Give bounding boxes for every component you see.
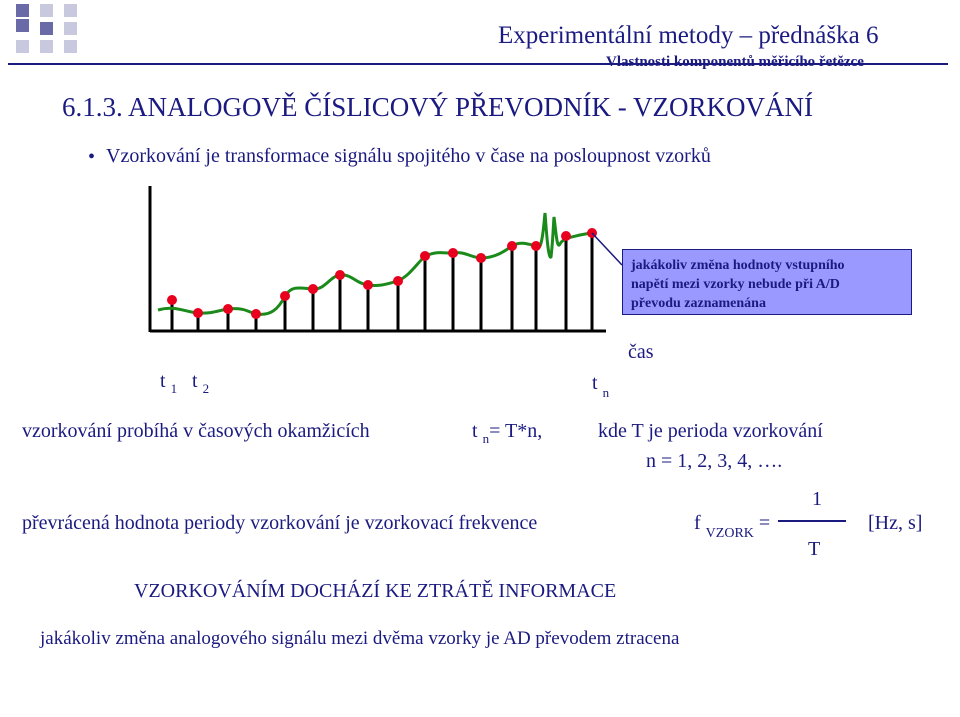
diagram-axes	[148, 186, 606, 333]
final-note: jakákoliv změna analogového signálu mezi…	[40, 628, 680, 649]
sample-point	[193, 308, 203, 318]
lecture-subtitle: Vlastnosti komponentů měřicího řetězce	[606, 54, 864, 70]
sample-points	[167, 228, 597, 319]
label-t1: t 1	[160, 370, 178, 396]
lecture-title: Experimentální metody – přednáška 6	[498, 22, 879, 49]
sample-point	[561, 231, 571, 241]
sampling-formula: t n= T*n,	[472, 420, 543, 446]
fraction-bar	[778, 520, 846, 522]
sample-point	[448, 248, 458, 258]
sample-point	[476, 253, 486, 263]
f-symbol: f	[694, 512, 701, 534]
fraction-denominator: T	[808, 538, 821, 560]
sampling-text: vzorkování probíhá v časových okamžicích	[22, 420, 370, 442]
sample-point	[223, 304, 233, 314]
formula-t: t	[472, 420, 478, 442]
label-t2: t 2	[192, 370, 210, 396]
sample-point	[531, 241, 541, 251]
label-tn: t n	[592, 372, 609, 400]
f-vzork: f VZORK =	[694, 512, 771, 541]
warning-text: VZORKOVÁNÍM DOCHÁZÍ KE ZTRÁTĚ INFORMACE	[134, 580, 617, 602]
equals-sign: =	[758, 512, 771, 534]
section-title: 6.1.3. ANALOGOVĚ ČÍSLICOVÝ PŘEVODNÍK - V…	[62, 92, 813, 122]
frequency-text: převrácená hodnota periody vzorkování je…	[22, 512, 538, 534]
note-box: jakákoliv změna hodnoty vstupního napětí…	[622, 249, 912, 315]
header-rule-right	[478, 63, 948, 65]
note-pointer	[591, 232, 623, 266]
formula-rest: = T*n,	[489, 420, 543, 442]
sample-point	[507, 241, 517, 251]
sample-point	[251, 309, 261, 319]
tn-sub: n	[602, 385, 610, 400]
sample-point	[280, 291, 290, 301]
sample-point	[308, 284, 318, 294]
sample-point	[420, 251, 430, 261]
f-sub: VZORK	[705, 526, 754, 541]
bullet-icon: •	[88, 146, 96, 168]
bullet-text: Vzorkování je transformace signálu spoji…	[106, 145, 711, 167]
header-rule-left	[8, 63, 478, 65]
t1-base: t	[160, 370, 166, 392]
period-text: kde T je perioda vzorkování	[598, 420, 823, 442]
t2-base: t	[192, 370, 198, 392]
sample-point	[363, 280, 373, 290]
sample-point	[393, 276, 403, 286]
tn-base: t	[592, 372, 598, 394]
n-values: n = 1, 2, 3, 4, ….	[646, 450, 783, 472]
analog-signal	[157, 212, 593, 316]
note-line-2: napětí mezi vzorky nebude při A/D	[631, 277, 840, 292]
note-line-3: převodu zaznamenána	[631, 296, 766, 311]
time-label: čas	[628, 341, 654, 363]
sample-point	[335, 270, 345, 280]
sample-lines	[170, 233, 594, 331]
units: [Hz, s]	[868, 512, 923, 534]
sample-point	[167, 295, 177, 305]
fraction-numerator: 1	[812, 488, 822, 510]
t2-sub: 2	[202, 381, 210, 396]
t1-sub: 1	[170, 381, 178, 396]
formula-sub: n	[482, 431, 490, 446]
note-line-1: jakákoliv změna hodnoty vstupního	[631, 258, 845, 273]
